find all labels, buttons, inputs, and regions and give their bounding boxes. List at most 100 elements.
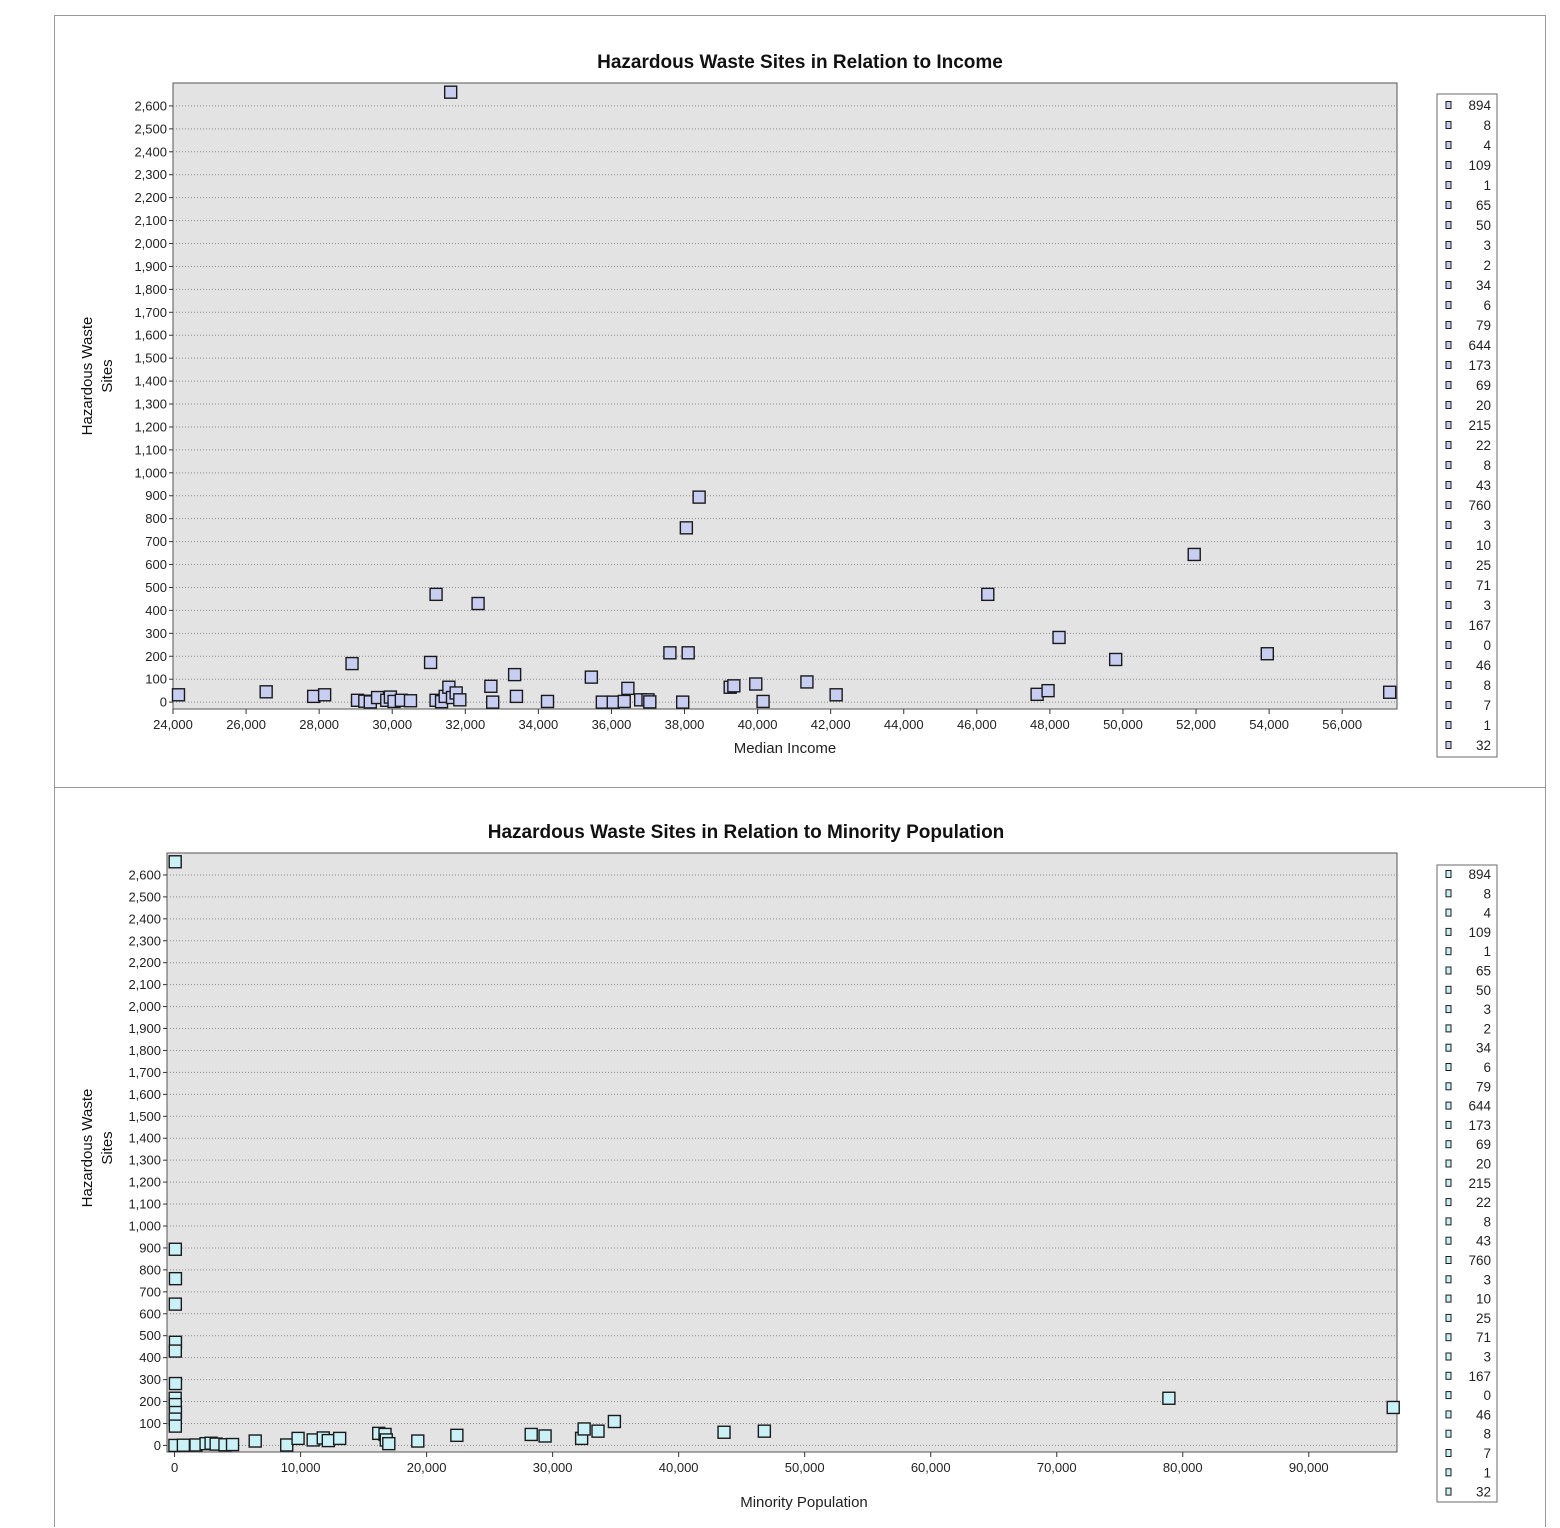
y-tick-label: 800 (139, 1262, 161, 1277)
data-point (717, 1425, 731, 1439)
legend-marker (1445, 1063, 1452, 1071)
minority-scatter-chart: Hazardous Waste Sites in Relation to Min… (79, 822, 1498, 1511)
legend-entry: 25 (1476, 558, 1491, 573)
data-point (756, 694, 770, 709)
data-point (403, 694, 418, 708)
legend-entry: 3 (1483, 598, 1491, 613)
y-tick-label: 200 (139, 1394, 161, 1409)
legend-marker (1445, 1120, 1452, 1129)
legend-marker (1445, 241, 1452, 249)
legend-marker (1445, 1391, 1452, 1400)
y-tick-label: 900 (145, 488, 167, 503)
legend-marker (1445, 1101, 1452, 1110)
x-tick-label: 50,000 (785, 1460, 825, 1475)
legend-marker (1445, 1429, 1452, 1438)
data-point (727, 679, 741, 693)
legend-marker (1445, 721, 1452, 729)
data-point (411, 1434, 425, 1448)
legend-marker (1445, 601, 1452, 609)
legend: 8948410916550323467964417369202152284376… (1445, 867, 1491, 1500)
legend-marker (1445, 1082, 1452, 1091)
legend-marker (1445, 889, 1452, 898)
data-point (591, 1424, 605, 1438)
y-tick-label: 1,100 (134, 442, 167, 457)
y-tick-label: 1,600 (134, 328, 167, 343)
legend-entry: 167 (1468, 1369, 1491, 1384)
data-point (1041, 683, 1055, 698)
y-tick-label: 2,300 (128, 933, 161, 948)
legend-marker (1445, 1140, 1452, 1149)
chart-title: Hazardous Waste Sites in Relation to Inc… (597, 52, 1003, 73)
legend-marker (1445, 361, 1452, 369)
y-tick-label: 0 (154, 1438, 161, 1453)
legend-entry: 3 (1483, 1002, 1491, 1017)
x-tick-label: 50,000 (1103, 717, 1143, 732)
legend-marker (1445, 321, 1452, 329)
legend-entry: 46 (1476, 658, 1491, 673)
x-tick-label: 0 (171, 1460, 178, 1475)
legend-marker (1445, 1275, 1452, 1284)
y-tick-label: 2,500 (134, 121, 167, 136)
y-axis-ticks: 0 100 200 300 400 500 600 700 800 900 1,000 1,100 1,… (128, 867, 167, 1453)
legend-entry: 173 (1468, 1118, 1491, 1133)
data-point (259, 685, 273, 699)
y-tick-label: 1,100 (128, 1197, 161, 1212)
legend-entry: 8 (1483, 1214, 1491, 1229)
legend-entry: 69 (1476, 378, 1491, 393)
y-axis-label-line2: Sites (99, 1131, 116, 1164)
data-points (168, 855, 1400, 1453)
y-tick-label: 1,700 (134, 305, 167, 320)
data-point (450, 1428, 464, 1443)
x-tick-label: 42,000 (811, 717, 851, 732)
legend-entry: 1 (1483, 1465, 1491, 1480)
legend-entry: 71 (1476, 578, 1491, 593)
x-tick-label: 46,000 (957, 717, 997, 732)
data-point (1108, 652, 1123, 667)
x-tick-label: 44,000 (884, 717, 924, 732)
legend-entry: 32 (1476, 1485, 1491, 1500)
legend-marker (1445, 201, 1452, 209)
legend-marker (1445, 661, 1452, 669)
data-point (306, 689, 321, 704)
data-point (538, 1429, 552, 1443)
y-tick-label: 2,300 (134, 167, 167, 182)
x-tick-label: 70,000 (1037, 1460, 1077, 1475)
y-tick-label: 2,600 (134, 98, 167, 113)
y-tick-label: 2,500 (128, 889, 161, 904)
y-tick-label: 2,100 (134, 213, 167, 228)
legend-entry: 4 (1483, 906, 1491, 921)
legend-entry: 79 (1476, 1079, 1491, 1094)
legend-marker (1445, 181, 1452, 189)
legend-entry: 20 (1476, 398, 1491, 413)
data-point (606, 695, 620, 709)
legend-entry: 1 (1483, 944, 1491, 959)
x-tick-label: 32,000 (445, 717, 485, 732)
x-tick-label: 34,000 (518, 717, 558, 732)
data-point (1030, 687, 1044, 702)
y-tick-label: 2,200 (134, 190, 167, 205)
data-point (176, 1438, 191, 1452)
y-tick-label: 1,700 (128, 1065, 161, 1080)
legend-entry: 1 (1483, 178, 1491, 193)
legend-marker (1445, 261, 1452, 269)
legend-entry: 4 (1483, 138, 1491, 153)
data-point (248, 1434, 262, 1448)
x-tick-label: 30,000 (533, 1460, 573, 1475)
data-point (1187, 547, 1201, 562)
legend-marker (1445, 421, 1452, 429)
y-tick-label: 300 (145, 626, 167, 641)
legend-marker (1445, 141, 1452, 149)
data-point (509, 689, 524, 704)
y-tick-label: 100 (145, 672, 167, 687)
data-point (429, 587, 443, 602)
legend-entry: 894 (1468, 867, 1491, 882)
data-point (1052, 630, 1066, 645)
legend-marker (1445, 281, 1452, 289)
x-tick-label: 56,000 (1322, 717, 1362, 732)
y-tick-label: 2,200 (128, 955, 161, 970)
legend-entry: 7 (1483, 698, 1491, 713)
data-point (829, 688, 843, 702)
legend-entry: 20 (1476, 1157, 1491, 1172)
y-tick-label: 1,900 (134, 259, 167, 274)
data-point (382, 1436, 396, 1451)
